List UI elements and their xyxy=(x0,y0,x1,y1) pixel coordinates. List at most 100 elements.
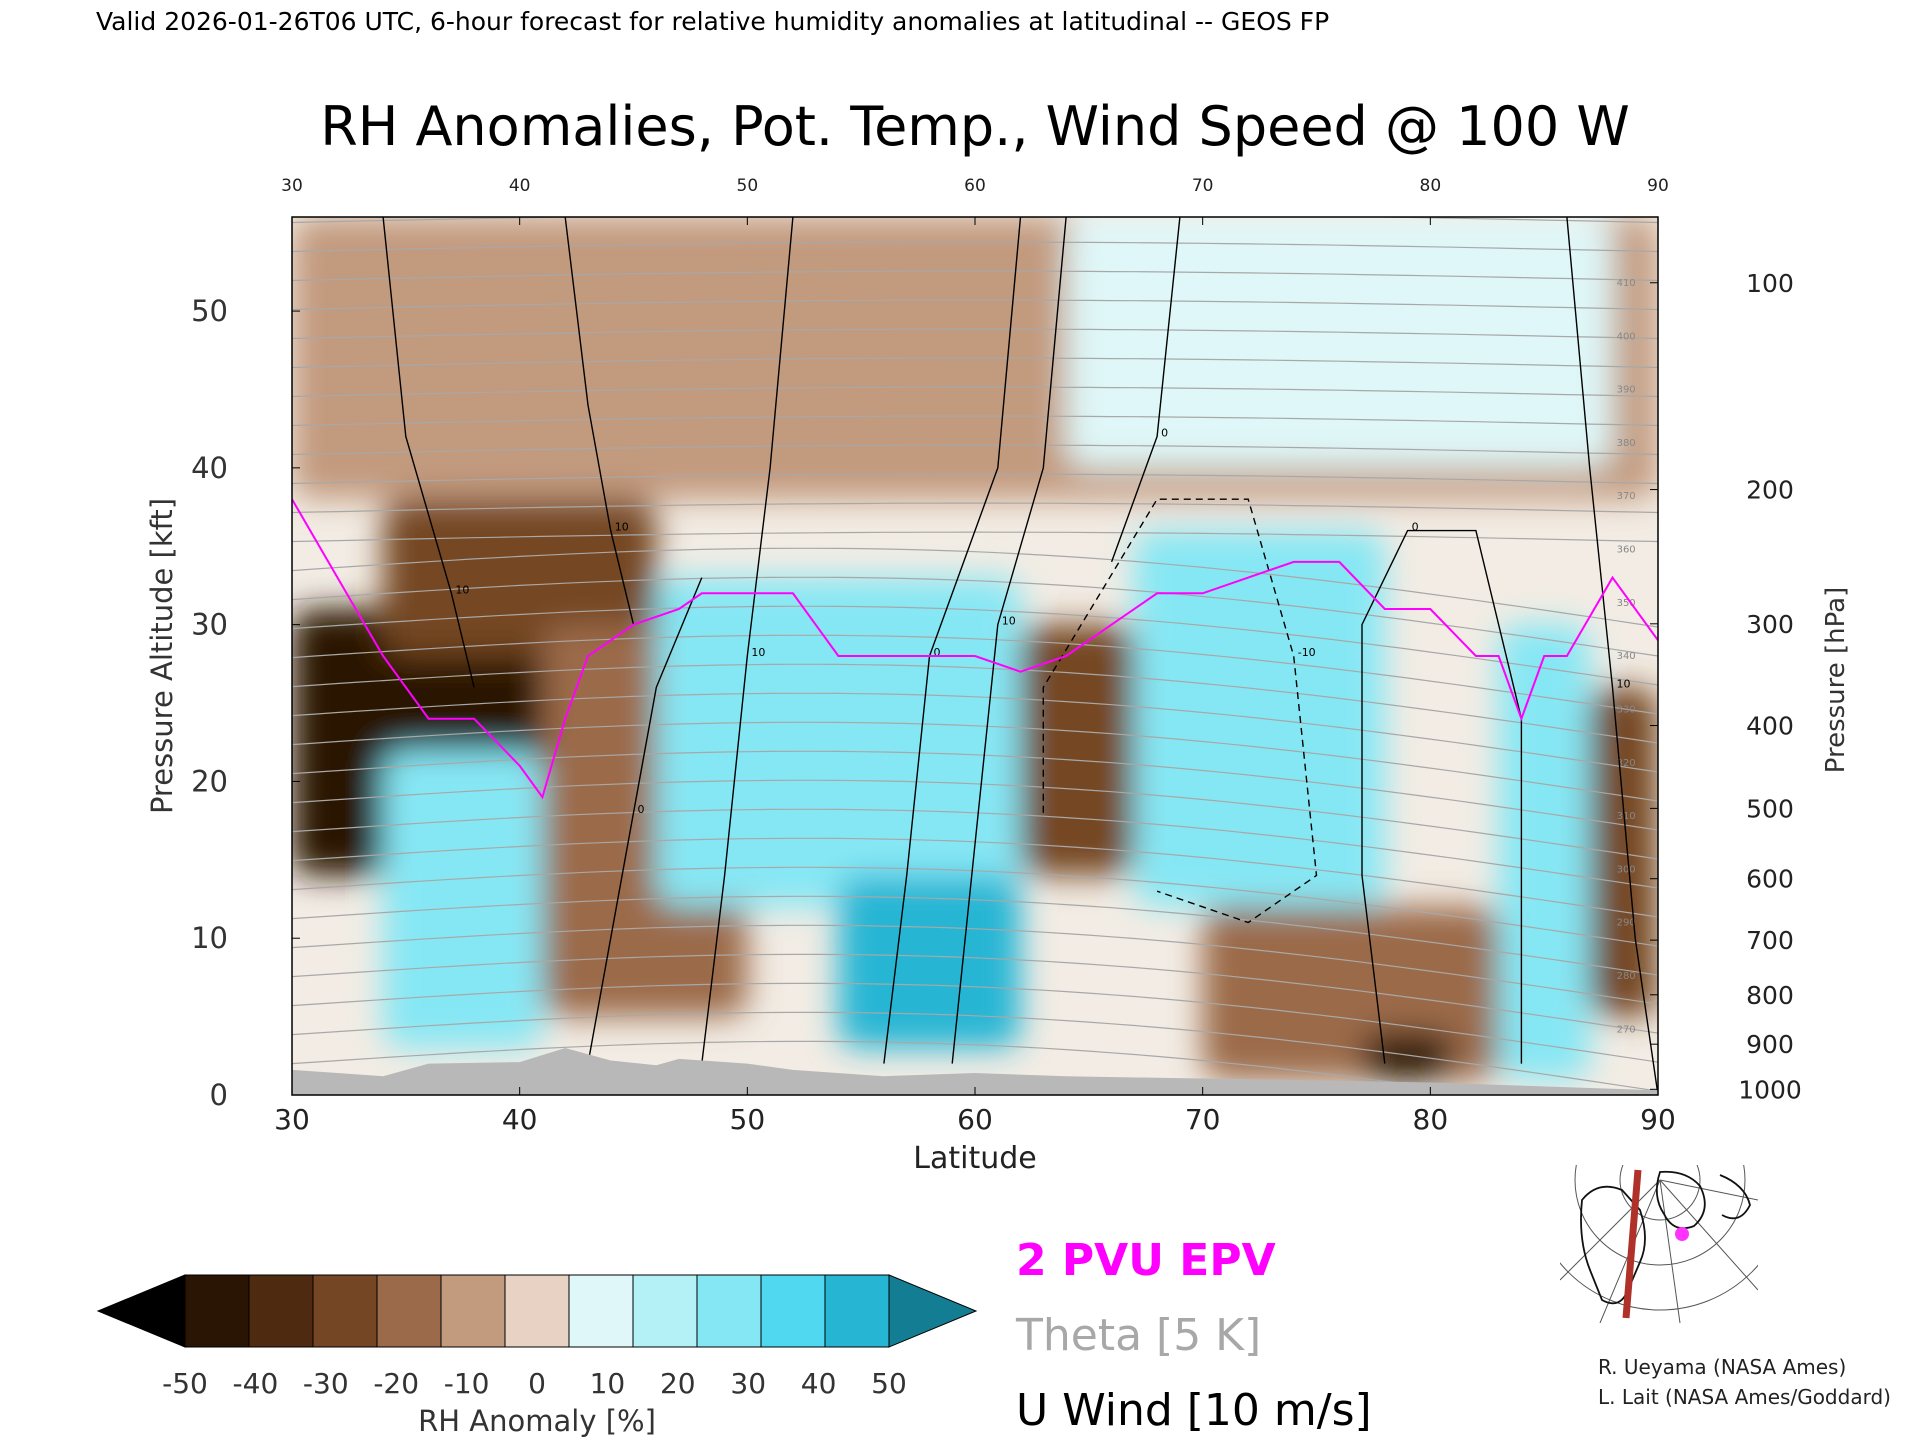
colorbar-low-arrow xyxy=(96,1274,186,1348)
theta-label: 410 xyxy=(1617,278,1636,289)
epv-line-path xyxy=(292,498,1658,800)
wind-contour xyxy=(587,577,703,1064)
theta-label: 350 xyxy=(1617,598,1636,609)
greenland-outline xyxy=(1655,1170,1706,1230)
colorbar-high-arrow xyxy=(888,1274,978,1348)
pressure-tick-label: 700 xyxy=(1746,926,1794,955)
y-tick-label: 0 xyxy=(210,1078,228,1112)
pressure-tick-label: 100 xyxy=(1746,269,1794,298)
colorbar-tick-label: 50 xyxy=(871,1367,907,1400)
rh-region-moist-mid-trop xyxy=(656,577,1021,907)
colorbar-cell xyxy=(696,1274,762,1348)
x-tick-label: 70 xyxy=(1185,1103,1221,1136)
wind-contour-label: 10 xyxy=(751,646,765,659)
wind-contour xyxy=(564,217,635,625)
epv-2pvu-line xyxy=(292,498,1658,800)
plot-area: 2702802903003103203303403503603703803904… xyxy=(191,176,1802,1136)
colorbar-tick-label: -20 xyxy=(373,1367,419,1400)
pressure-tick-label: 300 xyxy=(1746,610,1794,639)
wind-contour-label: 10 xyxy=(1616,677,1630,690)
credit-line-2: L. Lait (NASA Ames/Goddard) xyxy=(1598,1385,1891,1409)
theta-line xyxy=(292,808,1658,889)
wind-contour-label: 0 xyxy=(933,646,940,659)
pressure-tick-label: 800 xyxy=(1746,981,1794,1010)
wind-contour xyxy=(1566,217,1658,1095)
x-tick-label: 60 xyxy=(957,1103,993,1136)
colorbar-tick-label: 10 xyxy=(590,1367,626,1400)
colorbar-tick-label: -50 xyxy=(162,1367,208,1400)
theta-line xyxy=(292,924,1658,1005)
colorbar-cell xyxy=(568,1274,634,1348)
pressure-tick-label: 200 xyxy=(1746,476,1794,505)
inset-map xyxy=(1560,1165,1758,1323)
x-tick-label-top: 30 xyxy=(281,176,303,196)
pressure-tick-label: 500 xyxy=(1746,794,1794,823)
y-tick-label: 10 xyxy=(191,921,228,955)
x-tick-label: 80 xyxy=(1413,1103,1449,1136)
theta-label: 400 xyxy=(1617,331,1636,342)
theta-label: 280 xyxy=(1617,971,1636,982)
colorbar-label: RH Anomaly [%] xyxy=(418,1404,656,1438)
rh-region-dry-80-core xyxy=(1362,1032,1454,1080)
wind-contour xyxy=(1042,498,1318,924)
theta-line xyxy=(292,982,1658,1063)
theta-line xyxy=(292,473,1658,485)
rh-region-dry-low-78 xyxy=(1202,906,1499,1080)
legend-theta: Theta [5 K] xyxy=(1015,1310,1261,1361)
theta-line xyxy=(292,386,1658,398)
theta-line xyxy=(292,692,1658,773)
theta-label: 340 xyxy=(1617,651,1636,662)
pressure-tick-label: 400 xyxy=(1746,712,1794,741)
colorbar-tick-label: 0 xyxy=(528,1367,546,1400)
legend-wind: U Wind [10 m/s] xyxy=(1016,1385,1372,1436)
x-axis-top-ticks: 30 40 50 60 70 80 90 xyxy=(281,176,1669,225)
colorbar-tick-labels: -50 -40 -30 -20 -10 0 10 20 30 40 50 xyxy=(162,1367,907,1400)
theta-label: 330 xyxy=(1617,704,1636,715)
theta-line xyxy=(292,750,1658,831)
wind-contour-label: 0 xyxy=(638,803,645,816)
x-tick-label-top: 50 xyxy=(737,176,759,196)
theta-label: 310 xyxy=(1617,811,1636,822)
x-tick-label-top: 80 xyxy=(1420,176,1442,196)
theta-label: 370 xyxy=(1617,491,1636,502)
theta-line xyxy=(292,415,1658,427)
x-tick-label: 30 xyxy=(274,1103,310,1136)
colorbar-tick-label: -30 xyxy=(303,1367,349,1400)
colorbar-tick-label: 30 xyxy=(730,1367,766,1400)
theta-label: 320 xyxy=(1617,758,1636,769)
colorbar-cell xyxy=(760,1274,826,1348)
x-axis-bottom-ticks: 30 40 50 60 70 80 90 xyxy=(274,1087,1676,1136)
y-tick-label: 40 xyxy=(191,451,228,485)
pressure-tick-label: 1000 xyxy=(1738,1075,1802,1104)
chart-title: RH Anomalies, Pot. Temp., Wind Speed @ 1… xyxy=(320,95,1630,158)
rh-region-moist-tongue-low xyxy=(383,750,543,1048)
theta-line xyxy=(292,357,1658,369)
x-tick-label: 90 xyxy=(1640,1103,1676,1136)
theta-line xyxy=(292,576,1658,657)
colorbar-cell xyxy=(504,1274,570,1348)
credit-line-1: R. Ueyama (NASA Ames) xyxy=(1598,1355,1846,1379)
y-axis-right-label: Pressure [hPa] xyxy=(1821,587,1851,774)
colorbar-cell xyxy=(184,1274,250,1348)
theta-line xyxy=(292,1011,1658,1092)
colorbar-cell xyxy=(376,1274,442,1348)
colorbar-cells xyxy=(96,1274,978,1348)
theta-line xyxy=(292,241,1658,253)
valid-line: Valid 2026-01-26T06 UTC, 6-hour forecast… xyxy=(96,7,1329,36)
x-tick-label: 40 xyxy=(502,1103,538,1136)
theta-label: 290 xyxy=(1617,918,1636,929)
wind-contour xyxy=(382,217,475,688)
colorbar-cell xyxy=(824,1274,890,1348)
x-tick-label-top: 90 xyxy=(1647,176,1669,196)
y-tick-label: 30 xyxy=(191,608,228,642)
rh-region-dry-88 xyxy=(1589,687,1658,1017)
theta-line xyxy=(292,953,1658,1034)
legend: 2 PVU EPV Theta [5 K] U Wind [10 m/s] xyxy=(1015,1235,1372,1436)
theta-line xyxy=(292,895,1658,976)
theta-label: 300 xyxy=(1617,864,1636,875)
colorbar-cell xyxy=(312,1274,378,1348)
colorbar-tick-label: 20 xyxy=(660,1367,696,1400)
x-axis-label: Latitude xyxy=(913,1141,1036,1176)
wind-contour-label: 0 xyxy=(1412,521,1419,534)
wind-contour-label: 10 xyxy=(615,521,629,534)
